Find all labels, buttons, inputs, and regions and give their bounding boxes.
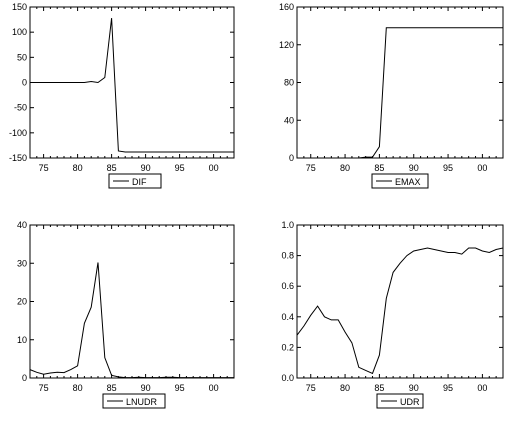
y-tick-label: 0 (22, 78, 27, 88)
x-tick-label: 80 (73, 383, 83, 393)
y-tick-label: 100 (12, 27, 27, 37)
x-tick-label: 00 (209, 163, 219, 173)
y-tick-label: 0.2 (281, 342, 294, 352)
chart-panel-2: 0 40 80 120 160 75 80 85 90 95 00 EMAX (279, 2, 504, 189)
series-line-dif (30, 18, 234, 153)
legend-label: UDR (400, 397, 420, 407)
x-tick-label: 90 (141, 383, 151, 393)
x-tick-label: 80 (340, 163, 350, 173)
x-tick-label: 85 (107, 383, 117, 393)
y-tick-label: 0.4 (281, 312, 294, 322)
series-line-udr (296, 247, 504, 375)
y-tick-label: 120 (279, 40, 294, 50)
x-tick-label: 95 (175, 383, 185, 393)
chart-panel-4: 0.0 0.2 0.4 0.6 0.8 1.0 75 80 85 90 95 00 UDR (281, 220, 504, 409)
y-tick-label: 0.8 (281, 251, 294, 261)
x-tick-label: 85 (374, 383, 384, 393)
legend-box (102, 393, 166, 409)
legend: DIF (108, 173, 162, 189)
legend-label: LNUDR (126, 397, 158, 407)
series-line-emax (297, 27, 503, 159)
x-tick-label: 75 (39, 383, 49, 393)
x-tick-label: 75 (306, 163, 316, 173)
x-tick-label: 95 (443, 163, 453, 173)
y-tick-label: 0 (22, 373, 27, 383)
y-tick-label: 80 (284, 78, 294, 88)
y-tick-label: 150 (12, 2, 27, 12)
plot-frame (296, 6, 504, 159)
legend-box (371, 173, 429, 189)
y-tick-label: 160 (279, 2, 294, 12)
x-tick-label: 95 (175, 163, 185, 173)
y-tick-label: 1.0 (281, 220, 294, 230)
y-tick-label: -150 (9, 153, 27, 163)
legend: UDR (376, 393, 424, 409)
y-tick-label: 10 (17, 335, 27, 345)
legend-label: EMAX (395, 177, 421, 187)
legend: LNUDR (102, 393, 166, 409)
legend: EMAX (371, 173, 429, 189)
plot-frame (29, 224, 235, 379)
series-line-lnudr (29, 262, 234, 379)
x-tick-label: 85 (374, 163, 384, 173)
x-tick-label: 85 (107, 163, 117, 173)
x-tick-label: 90 (409, 163, 419, 173)
y-tick-label: 40 (284, 115, 294, 125)
y-tick-label: 0.0 (281, 373, 294, 383)
legend-box (376, 393, 424, 409)
x-tick-label: 90 (409, 383, 419, 393)
legend-label: DIF (132, 177, 147, 187)
y-tick-label: 50 (17, 52, 27, 62)
y-tick-label: -50 (14, 103, 27, 113)
x-tick-label: 80 (340, 383, 350, 393)
x-tick-label: 75 (306, 383, 316, 393)
x-tick-label: 00 (209, 383, 219, 393)
x-tick-label: 80 (73, 163, 83, 173)
x-tick-label: 95 (443, 383, 453, 393)
y-tick-label: 0.6 (281, 281, 294, 291)
x-tick-label: 90 (141, 163, 151, 173)
legend-box (108, 173, 162, 189)
chart-panel-1: -150 -100 -50 0 50 100 150 75 80 85 90 95 00 DIF (9, 2, 235, 189)
x-tick-label: 00 (477, 383, 487, 393)
y-tick-label: 40 (17, 220, 27, 230)
y-tick-label: 0 (289, 153, 294, 163)
x-tick-label: 75 (39, 163, 49, 173)
x-tick-label: 00 (477, 163, 487, 173)
y-tick-label: 20 (17, 297, 27, 307)
y-tick-label: -100 (9, 128, 27, 138)
y-tick-label: 30 (17, 258, 27, 268)
chart-panel-3: 0 10 20 30 40 75 80 85 90 95 00 LNUDR (17, 220, 235, 409)
